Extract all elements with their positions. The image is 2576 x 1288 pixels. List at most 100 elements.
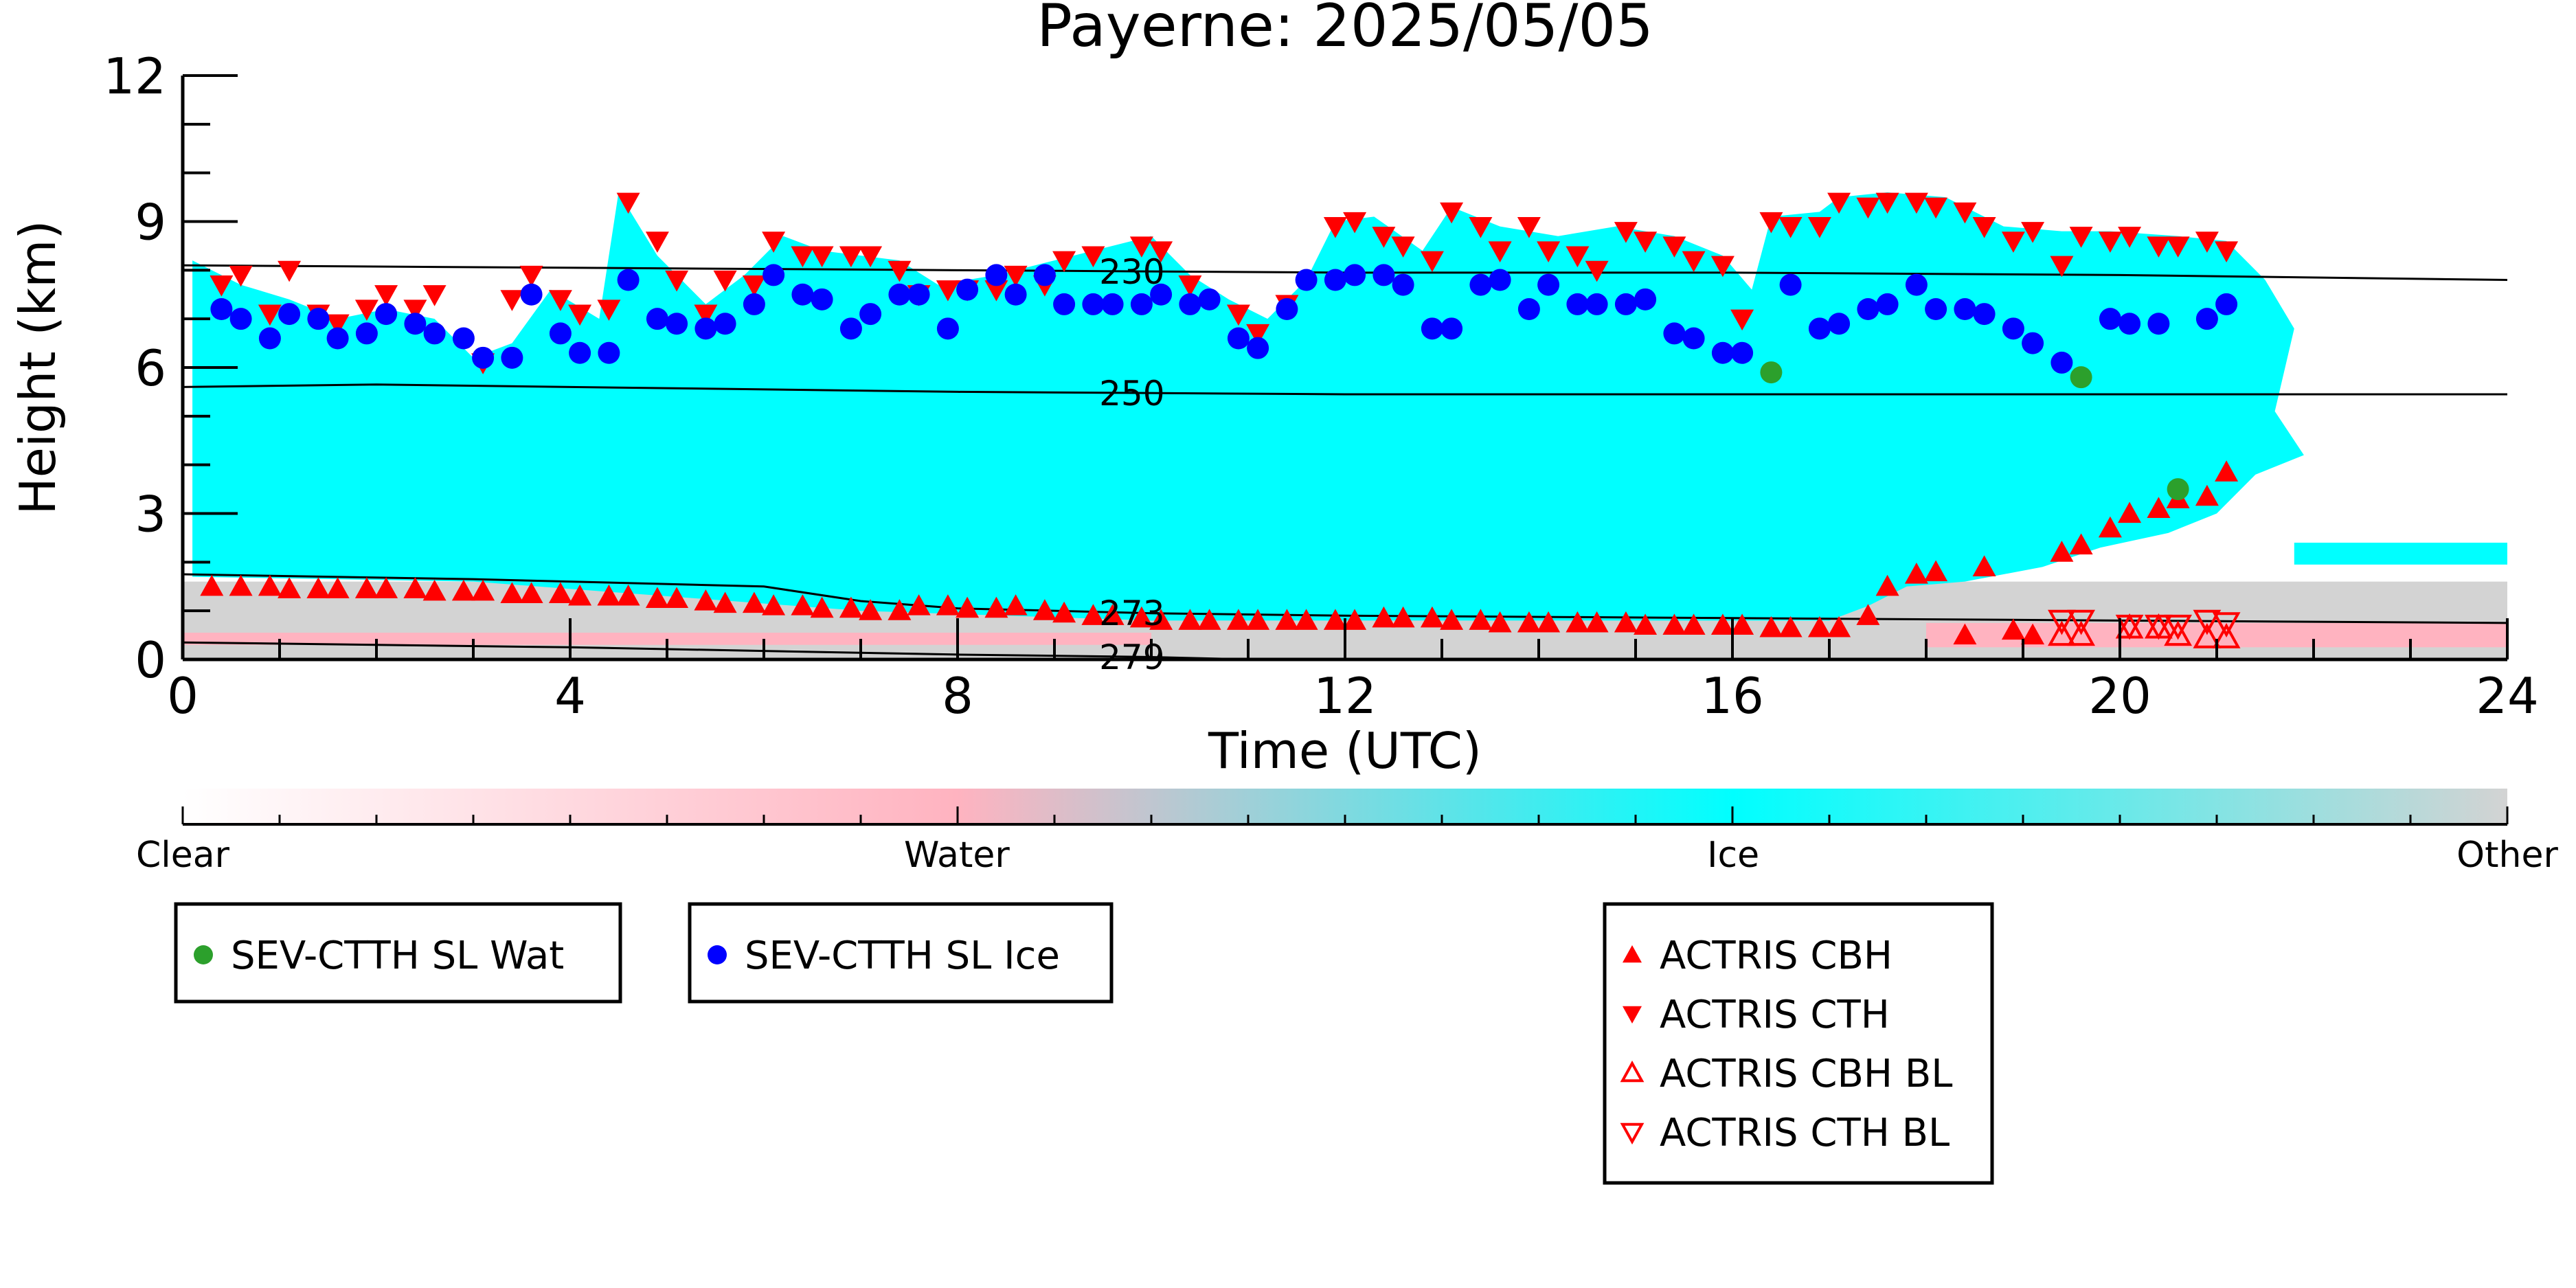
point-actris-cth — [1614, 222, 1638, 243]
point-actris-cth — [229, 265, 253, 287]
point-actris-cth — [500, 290, 524, 311]
point-actris-cbh — [1904, 563, 1928, 584]
x-axis-label: Time (UTC) — [1208, 722, 1482, 780]
point-sev-ctth-sl-ice — [1585, 293, 1608, 315]
point-sev-ctth-sl-ice — [1179, 293, 1201, 315]
point-actris-cbh — [713, 591, 737, 613]
point-actris-cth — [936, 280, 960, 302]
point-actris-cbh — [1488, 611, 1512, 633]
point-actris-cbh — [791, 594, 815, 615]
point-sev-ctth-sl-ice — [936, 317, 959, 340]
point-sev-ctth-sl-ice — [1489, 269, 1511, 291]
legend-label-actris-cth: ACTRIS CTH — [1660, 993, 1890, 1037]
contour-label-279: 279 — [1099, 637, 1164, 677]
point-actris-cbh — [839, 596, 863, 618]
point-actris-cth — [519, 265, 543, 287]
point-actris-cth — [1246, 324, 1270, 346]
point-actris-cth — [1178, 275, 1202, 297]
point-sev-ctth-sl-ice — [888, 283, 911, 306]
point-actris-cth — [354, 300, 379, 321]
point-actris-cbh — [1197, 609, 1221, 630]
legend-frame — [1603, 902, 1994, 1185]
point-sev-ctth-sl-ice — [743, 293, 765, 315]
point-sev-ctth-sl-wat — [2070, 366, 2092, 389]
point-actris-cth — [742, 275, 766, 297]
point-actris-cbh — [1730, 613, 1754, 635]
point-actris-cbh — [258, 574, 282, 596]
point-sev-ctth-sl-ice — [1566, 293, 1589, 315]
point-actris-cbh — [1759, 615, 1783, 637]
point-actris-cbh — [2118, 501, 2142, 523]
point-actris-cth — [2118, 227, 2142, 248]
point-sev-ctth-sl-ice — [1392, 273, 1414, 296]
point-actris-cbh — [1710, 613, 1735, 635]
point-sev-ctth-sl-ice — [452, 327, 475, 350]
point-sev-ctth-sl-ice — [229, 308, 252, 330]
point-actris-cbh — [1875, 574, 1899, 596]
point-actris-cbh — [1827, 615, 1851, 637]
marker-layer — [200, 192, 2241, 648]
point-actris-cth — [1585, 260, 1609, 282]
point-sev-ctth-sl-ice — [1440, 317, 1463, 340]
point-actris-cth — [2069, 227, 2093, 248]
point-actris-cbh — [888, 599, 912, 620]
point-sev-ctth-sl-ice — [1324, 269, 1346, 291]
point-sev-ctth-sl-ice — [423, 322, 446, 345]
point-actris-cth — [1149, 241, 1173, 262]
point-actris-cth — [1391, 236, 1415, 258]
x-tick-label: 4 — [554, 667, 586, 725]
point-actris-cth — [1807, 216, 1831, 238]
point-actris-cth — [403, 300, 427, 321]
point-actris-cth — [645, 231, 669, 253]
colorbar: Clear Water Ice Other — [136, 789, 2558, 876]
point-sev-ctth-sl-ice — [1731, 341, 1754, 364]
point-actris-cth — [2195, 231, 2219, 253]
point-actris-cth-bl — [2048, 609, 2076, 635]
contour-label-230: 230 — [1099, 252, 1164, 292]
point-actris-cth — [2001, 231, 2025, 253]
point-actris-cth — [1420, 251, 1444, 273]
point-actris-cbh — [1100, 604, 1125, 625]
point-sev-ctth-sl-ice — [791, 283, 814, 306]
point-sev-ctth-sl-ice — [839, 317, 862, 340]
point-actris-cth — [1875, 192, 1899, 214]
point-sev-ctth-sl-ice — [210, 298, 233, 320]
point-actris-cth — [839, 246, 863, 268]
point-actris-cbh — [1294, 609, 1318, 630]
point-sev-ctth-sl-ice — [520, 283, 543, 306]
point-actris-cbh — [278, 577, 302, 598]
point-sev-ctth-sl-ice — [956, 278, 979, 301]
point-sev-ctth-sl-ice — [569, 341, 591, 364]
point-actris-cbh — [2001, 618, 2025, 640]
point-sev-ctth-sl-ice — [355, 322, 378, 345]
point-actris-cbh — [1517, 611, 1541, 633]
point-actris-cbh — [1778, 615, 1803, 637]
point-sev-ctth-sl-ice — [404, 313, 427, 335]
point-sev-ctth-sl-ice — [2195, 308, 2218, 330]
point-actris-cbh — [859, 599, 883, 620]
point-sev-ctth-sl-ice — [2050, 351, 2073, 374]
point-actris-cth — [1662, 236, 1686, 258]
point-actris-cbh — [1052, 601, 1076, 623]
point-actris-cth-bl — [2067, 609, 2095, 635]
point-actris-cbh — [1537, 611, 1561, 633]
y-tick-label: 3 — [135, 486, 166, 543]
point-actris-cth — [984, 280, 1008, 302]
point-sev-ctth-sl-ice — [1905, 273, 1928, 296]
point-actris-cbh — [762, 594, 786, 615]
point-actris-cth — [1372, 227, 1396, 248]
point-actris-cth — [2147, 236, 2171, 258]
point-actris-cbh-bl — [2212, 623, 2241, 648]
colorbar-ticks — [181, 806, 2509, 824]
point-actris-cbh — [645, 587, 669, 609]
point-sev-ctth-sl-ice — [1198, 288, 1221, 310]
x-tick-label: 24 — [2476, 667, 2539, 725]
point-actris-cbh — [1972, 555, 1996, 577]
point-actris-cth — [1517, 216, 1541, 238]
point-actris-cth-bl — [2145, 614, 2173, 640]
point-sev-ctth-sl-ice — [1876, 293, 1899, 315]
chart-title: Payerne: 2025/05/05 — [1037, 0, 1653, 60]
point-actris-cbh — [1440, 609, 1464, 630]
point-sev-ctth-sl-ice — [2119, 313, 2141, 335]
point-sev-ctth-sl-ice — [1634, 288, 1657, 310]
